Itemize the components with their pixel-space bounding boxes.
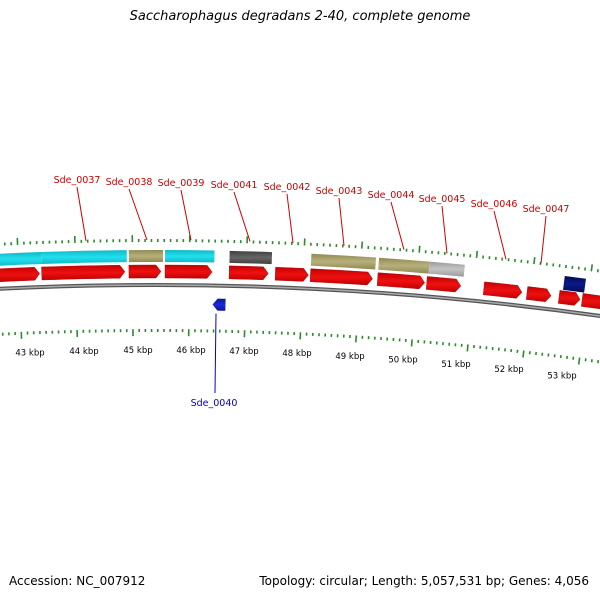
gene-label: Sde_0037 <box>54 175 101 186</box>
forward-cds-arrow <box>309 268 373 286</box>
gene-label: Sde_0045 <box>419 194 466 205</box>
forward-cds-arrow <box>274 267 309 282</box>
kbp-label: 48 kbp <box>282 349 311 359</box>
reverse-cds-arrow <box>212 298 226 311</box>
gene-leader-line <box>233 191 251 242</box>
inner-ring-tick <box>466 344 469 352</box>
kbp-label: 50 kbp <box>388 355 417 365</box>
gene-leader-line <box>338 197 345 246</box>
outer-ring-tick <box>590 264 594 272</box>
gene-label: Sde_0043 <box>316 186 363 197</box>
cyan-feature <box>165 250 215 263</box>
inner-ring-tick <box>522 350 525 358</box>
gene-label: Sde_0047 <box>523 204 570 215</box>
forward-cds-arrow <box>482 281 523 299</box>
kbp-label: 43 kbp <box>15 348 44 358</box>
gene-label: Sde_0041 <box>211 180 258 191</box>
cyan-feature <box>0 252 42 266</box>
gene-leader-line <box>128 188 148 241</box>
gene-leader-line <box>180 189 192 241</box>
gene-leader-line <box>286 193 294 244</box>
forward-cds-arrow <box>581 293 600 310</box>
gene-label: Sde_0044 <box>368 190 415 201</box>
kbp-label: 49 kbp <box>335 352 364 362</box>
gene-leader-line <box>540 215 547 264</box>
gene-leader-line <box>214 313 217 394</box>
outer-ring-tick <box>475 250 479 258</box>
inner-ring-tick <box>577 357 581 365</box>
gene-leader-line <box>493 210 507 260</box>
gene-label: Sde_0046 <box>471 199 518 210</box>
cyan-feature <box>40 250 127 264</box>
khaki-feature <box>128 249 164 263</box>
gene-leader-line <box>441 205 448 254</box>
outer-ring-tick <box>533 257 536 265</box>
outer-ring-tick <box>418 245 421 253</box>
backbone-ring-highlight <box>0 284 600 317</box>
kbp-label: 51 kbp <box>441 360 470 370</box>
kbp-label: 53 kbp <box>547 371 576 381</box>
light-gray-feature <box>428 261 465 277</box>
forward-cds-arrow <box>376 272 425 290</box>
gene-label: Sde_0039 <box>158 178 205 189</box>
gene-label: Sde_0040 <box>191 398 238 409</box>
kbp-label: 46 kbp <box>176 346 205 356</box>
kbp-label: 45 kbp <box>123 346 152 356</box>
gene-leader-line <box>390 201 405 250</box>
genome-summary-text: Topology: circular; Length: 5,057,531 bp… <box>259 574 589 588</box>
forward-cds-arrow <box>164 264 213 279</box>
kbp-label: 52 kbp <box>494 365 523 375</box>
kbp-label: 47 kbp <box>229 347 258 357</box>
forward-cds-arrow <box>425 276 462 293</box>
forward-cds-arrow <box>228 265 269 281</box>
forward-cds-arrow <box>128 264 162 279</box>
kbp-label: 44 kbp <box>69 347 98 357</box>
forward-cds-arrow <box>41 264 126 281</box>
inner-ring-tick <box>410 339 413 347</box>
gene-label: Sde_0042 <box>264 182 311 193</box>
navy-feature <box>563 275 586 293</box>
gene-leader-line <box>76 186 87 241</box>
khaki-feature <box>378 257 430 274</box>
accession-text: Accession: NC_007912 <box>9 574 146 588</box>
gene-label: Sde_0038 <box>106 177 153 188</box>
khaki-feature <box>310 253 377 270</box>
map-title: Saccharophagus degradans 2-40, complete … <box>129 9 471 24</box>
gray-feature <box>229 250 273 265</box>
forward-cds-arrow <box>526 286 552 302</box>
forward-cds-arrow <box>558 290 581 306</box>
forward-cds-arrow <box>0 267 40 282</box>
